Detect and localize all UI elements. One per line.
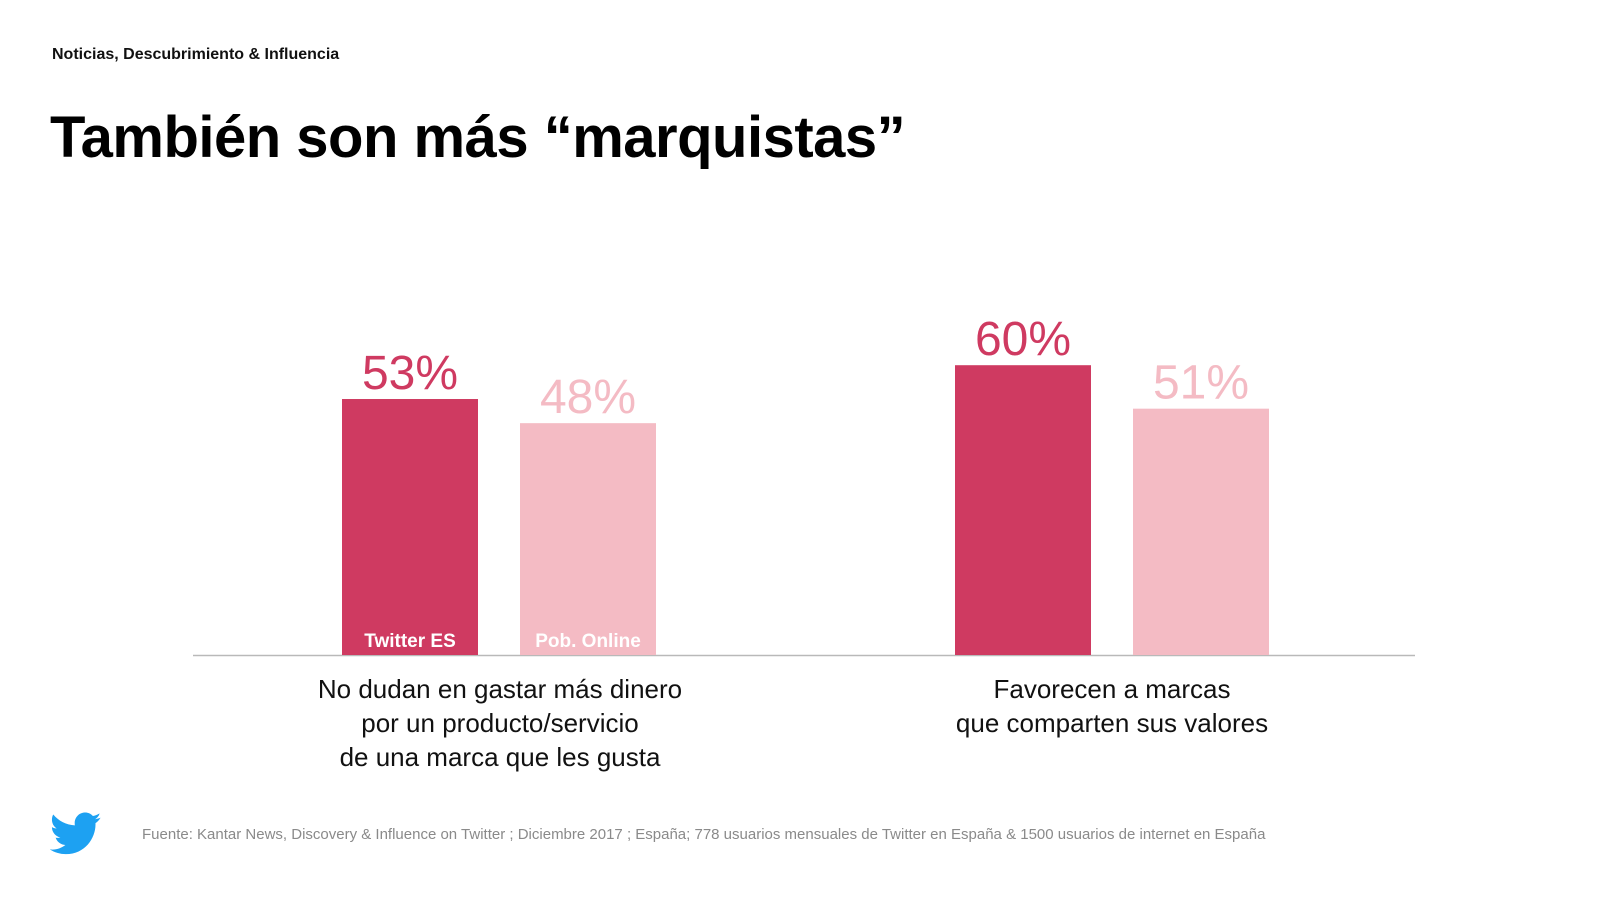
twitter-bird-icon	[50, 812, 102, 855]
category-label-line: de una marca que les gusta	[339, 742, 661, 772]
section-kicker: Noticias, Descubrimiento & Influencia	[52, 46, 340, 63]
series-name-label: Twitter ES	[364, 631, 456, 652]
page-title: También son más “marquistas”	[50, 105, 906, 170]
bar-pob-online-0	[520, 423, 656, 655]
value-label: 60%	[975, 313, 1071, 366]
category-label-shared-values: Favorecen a marcas que comparten sus val…	[852, 672, 1372, 740]
value-label: 48%	[540, 371, 636, 424]
source-note: Fuente: Kantar News, Discovery & Influen…	[142, 826, 1266, 843]
category-label-line: Favorecen a marcas	[993, 674, 1231, 704]
category-label-line: por un producto/servicio	[361, 708, 639, 738]
bar-twitter-es-0	[342, 399, 478, 655]
value-label: 51%	[1153, 357, 1249, 410]
bar-pob-online-1	[1133, 408, 1269, 655]
category-label-line: No dudan en gastar más dinero	[317, 674, 683, 704]
series-name-label: Pob. Online	[535, 631, 641, 652]
category-label-spend-more: No dudan en gastar más dinero por un pro…	[240, 672, 760, 774]
value-label: 53%	[362, 347, 458, 400]
bar-twitter-es-1	[955, 365, 1091, 655]
category-label-line: que comparten sus valores	[955, 708, 1269, 738]
